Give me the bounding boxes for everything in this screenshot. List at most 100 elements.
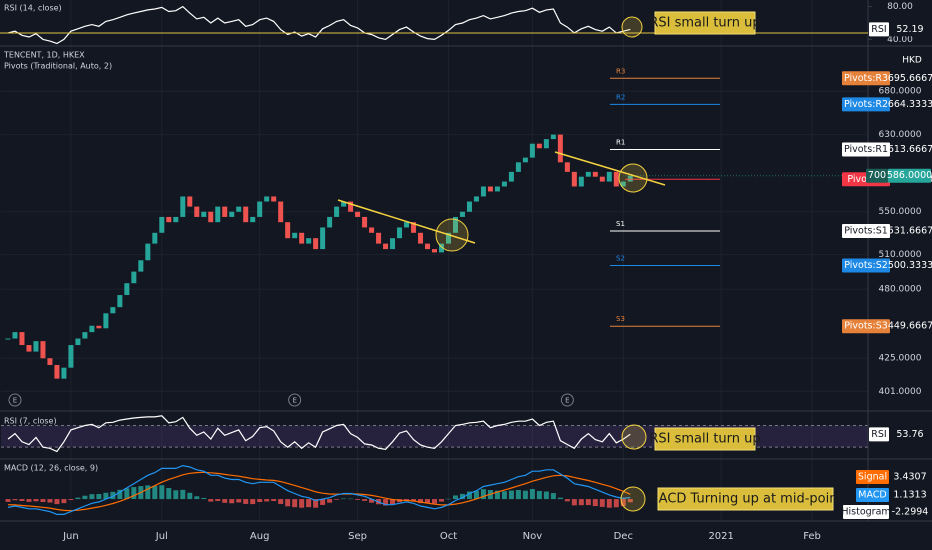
candle	[627, 175, 633, 182]
candle	[432, 249, 437, 253]
candle	[459, 211, 465, 217]
candle	[613, 171, 619, 187]
candle	[487, 186, 493, 192]
candle	[208, 211, 214, 223]
histogram-bar	[82, 495, 88, 500]
candle	[592, 171, 598, 177]
histogram-bar	[606, 499, 612, 508]
annotation: RSI small turn up	[649, 16, 760, 31]
candle	[522, 157, 528, 163]
pivot-label: Pivots:R1	[844, 144, 888, 155]
histogram-bar	[229, 499, 235, 504]
candle	[110, 307, 116, 314]
histogram-bar	[438, 499, 444, 502]
legend-name: RSI	[871, 429, 886, 440]
candle	[173, 216, 179, 223]
histogram-bar	[12, 499, 18, 501]
price-badge	[890, 224, 931, 239]
pivot-label: Pivots:S3	[844, 321, 888, 332]
histogram-bar	[411, 499, 417, 502]
candle	[355, 211, 361, 217]
candle	[229, 211, 235, 217]
candle	[480, 186, 486, 197]
histogram-bar	[40, 499, 46, 502]
candle	[117, 295, 123, 308]
candle	[418, 232, 424, 244]
x-tick-label: Feb	[803, 531, 821, 542]
histogram-bar	[124, 488, 130, 500]
histogram-bar	[236, 499, 242, 503]
panel-subtitle: Pivots (Traditional, Auto, 2)	[4, 62, 112, 71]
histogram-bar	[117, 489, 123, 500]
histogram-bar	[592, 499, 598, 507]
histogram-bar	[61, 499, 67, 504]
price-badge	[890, 258, 931, 273]
price-badge	[843, 505, 889, 519]
pivot-label: Pivots:S1	[844, 226, 888, 237]
histogram-bar	[620, 499, 626, 507]
candle	[61, 367, 67, 379]
histogram-bar	[459, 493, 465, 500]
histogram-bar	[313, 499, 319, 508]
price-badge	[842, 71, 890, 86]
highlight-circle	[621, 424, 647, 450]
pivot-label: Pivots:R2	[844, 99, 888, 110]
pivot-value: 531.6667	[888, 226, 932, 237]
rsi-band	[1, 425, 868, 448]
pivot-name: S2	[616, 255, 625, 263]
legend-name: Histogram	[841, 507, 890, 518]
candle	[369, 227, 375, 233]
candle	[390, 238, 396, 250]
histogram-bar	[418, 499, 424, 504]
panel-title: RSI (7, close)	[4, 417, 57, 426]
price-badge	[856, 470, 889, 484]
candle	[271, 196, 277, 202]
candle	[257, 201, 263, 217]
candle	[243, 206, 249, 223]
last-value: 1.1313	[893, 490, 926, 501]
candle	[571, 171, 577, 187]
candle	[47, 358, 53, 365]
histogram-bar	[166, 488, 172, 500]
histogram-bar	[515, 490, 521, 500]
event-label: E	[292, 397, 296, 405]
candle	[89, 325, 95, 333]
currency: HKD	[902, 56, 922, 66]
histogram-bar	[180, 489, 186, 500]
histogram-bar	[466, 491, 472, 500]
candle	[599, 176, 605, 182]
pivot-value: 664.3333	[888, 99, 932, 110]
pivot-label: Pivots:R3	[844, 73, 888, 84]
histogram-bar	[33, 499, 39, 502]
histogram-bar	[173, 490, 179, 500]
candle	[585, 171, 591, 177]
y-tick-label: 510.0000	[879, 250, 922, 260]
panel-title: MACD (12, 26, close, 9)	[4, 464, 98, 473]
candle	[222, 206, 228, 217]
price-badge	[866, 168, 888, 183]
candle	[543, 139, 549, 149]
histogram-bar	[627, 499, 633, 503]
candle	[404, 222, 410, 228]
candle	[19, 332, 25, 346]
last-price: 586.0000	[887, 170, 932, 181]
price-badge	[888, 168, 931, 183]
price-badge	[869, 427, 889, 442]
candle	[529, 143, 535, 158]
price-badge	[889, 488, 931, 502]
histogram-bar	[550, 493, 556, 500]
annotation-box	[654, 427, 756, 451]
histogram-bar	[369, 499, 375, 503]
axis-labels: Jun Jul Aug Sep Oct Nov Dec 2021 Feb 80.00 40.00 40…	[13, 2, 932, 542]
price-badge	[842, 142, 890, 157]
histogram-bar	[26, 499, 32, 502]
price-badge	[842, 319, 890, 334]
price-badge	[890, 71, 931, 86]
histogram-bar	[306, 499, 312, 508]
pivot-name: R3	[616, 67, 625, 75]
y-tick-label: 480.0000	[879, 285, 922, 295]
price-badge	[842, 97, 890, 112]
histogram-bar	[47, 499, 53, 503]
candle	[194, 206, 200, 217]
